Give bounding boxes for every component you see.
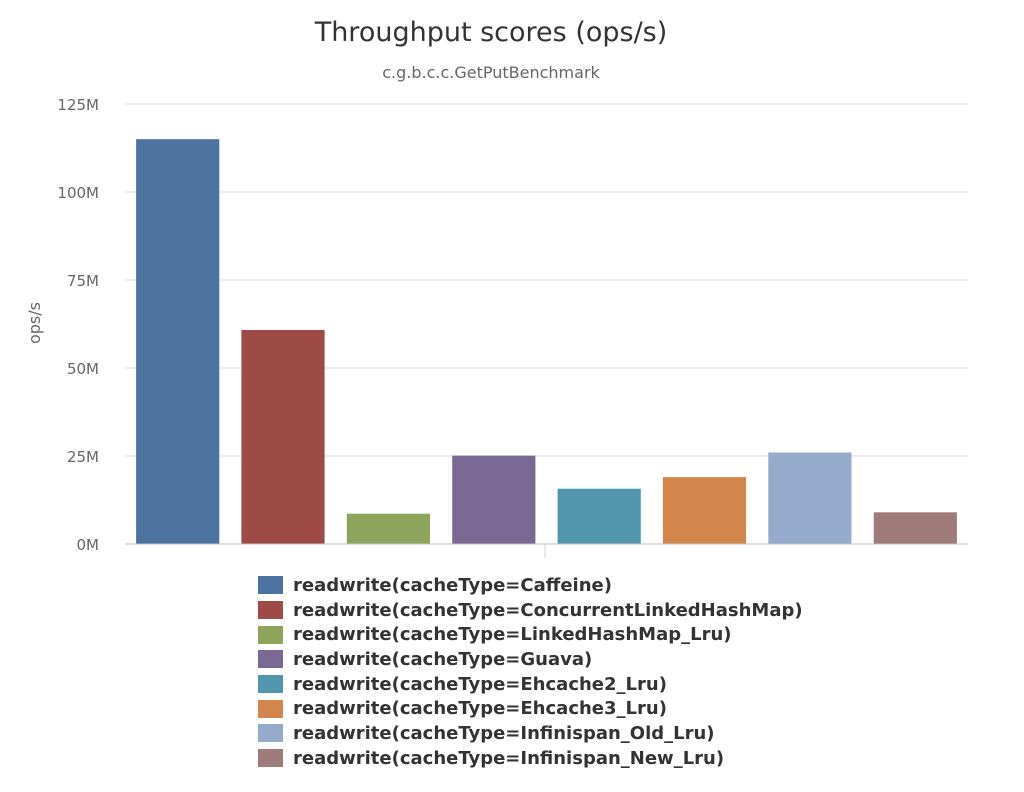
legend-item[interactable]: readwrite(cacheType=LinkedHashMap_Lru) — [258, 622, 803, 647]
legend-label: readwrite(cacheType=Ehcache3_Lru) — [293, 698, 667, 720]
bar[interactable] — [452, 455, 536, 544]
legend-label: readwrite(cacheType=Infinispan_New_Lru) — [293, 747, 725, 769]
legend-swatch — [258, 625, 283, 644]
bar[interactable] — [241, 330, 325, 544]
legend-item[interactable]: readwrite(cacheType=Infinispan_New_Lru) — [258, 746, 803, 771]
legend-label: readwrite(cacheType=ConcurrentLinkedHash… — [293, 599, 803, 621]
bar[interactable] — [662, 477, 747, 544]
legend-item[interactable]: readwrite(cacheType=Infinispan_Old_Lru) — [258, 721, 803, 746]
legend-label: readwrite(cacheType=LinkedHashMap_Lru) — [293, 624, 732, 646]
legend-label: readwrite(cacheType=Caffeine) — [293, 574, 612, 596]
y-tick-label: 25M — [67, 448, 99, 466]
legend-swatch — [258, 749, 283, 768]
y-axis-ticks: 0M 25M 50M 75M 100M 125M — [57, 96, 99, 554]
legend-label: readwrite(cacheType=Ehcache2_Lru) — [293, 673, 667, 695]
legend-label: readwrite(cacheType=Guava) — [293, 648, 593, 670]
y-tick-label: 0M — [77, 536, 100, 554]
bar[interactable] — [873, 512, 957, 544]
legend-label: readwrite(cacheType=Infinispan_Old_Lru) — [293, 722, 715, 744]
chart-title: Throughput scores (ops/s) — [314, 17, 668, 48]
legend-item[interactable]: readwrite(cacheType=Ehcache3_Lru) — [258, 696, 803, 721]
legend-swatch — [258, 699, 283, 718]
bar[interactable] — [136, 139, 220, 544]
legend: readwrite(cacheType=Caffeine) readwrite(c… — [258, 573, 803, 771]
y-tick-label: 75M — [67, 272, 99, 290]
legend-swatch — [258, 601, 283, 620]
y-tick-label: 125M — [57, 96, 99, 114]
y-axis-label: ops/s — [25, 302, 44, 344]
legend-item[interactable]: readwrite(cacheType=Ehcache2_Lru) — [258, 672, 803, 697]
legend-swatch — [258, 650, 283, 669]
legend-item[interactable]: readwrite(cacheType=Guava) — [258, 647, 803, 672]
bars — [136, 139, 957, 544]
bar[interactable] — [768, 452, 852, 545]
y-tick-label: 50M — [67, 360, 99, 378]
chart-subtitle: c.g.b.c.c.GetPutBenchmark — [382, 63, 600, 82]
legend-swatch — [258, 576, 283, 595]
bar[interactable] — [346, 513, 430, 544]
legend-item[interactable]: readwrite(cacheType=Caffeine) — [258, 573, 803, 598]
legend-swatch — [258, 675, 283, 694]
bar[interactable] — [557, 488, 641, 544]
legend-swatch — [258, 724, 283, 743]
y-tick-label: 100M — [57, 184, 99, 202]
legend-item[interactable]: readwrite(cacheType=ConcurrentLinkedHash… — [258, 598, 803, 623]
